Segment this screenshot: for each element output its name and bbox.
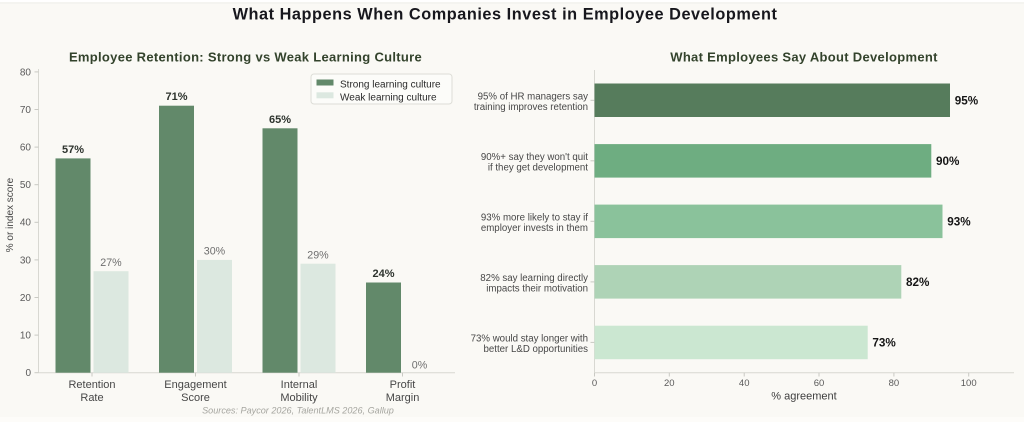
svg-text:73% would stay longer with: 73% would stay longer with bbox=[471, 333, 588, 344]
svg-text:0: 0 bbox=[25, 368, 31, 379]
svg-text:20: 20 bbox=[20, 293, 32, 304]
svg-text:employer invests in them: employer invests in them bbox=[481, 223, 588, 234]
svg-text:Margin: Margin bbox=[386, 392, 420, 404]
svg-text:Engagement: Engagement bbox=[164, 379, 226, 391]
svg-text:71%: 71% bbox=[165, 91, 187, 103]
svg-text:What Employees Say About Devel: What Employees Say About Development bbox=[670, 50, 938, 65]
svg-text:Mobility: Mobility bbox=[280, 392, 318, 404]
svg-text:20: 20 bbox=[664, 378, 675, 389]
svg-text:100: 100 bbox=[961, 378, 977, 389]
svg-text:82%: 82% bbox=[906, 276, 930, 289]
svg-text:57%: 57% bbox=[62, 144, 84, 156]
svg-text:% or index score: % or index score bbox=[5, 177, 16, 252]
svg-text:Strong learning culture: Strong learning culture bbox=[340, 80, 441, 91]
svg-text:Weak learning culture: Weak learning culture bbox=[340, 92, 437, 103]
svg-text:95% of HR managers say: 95% of HR managers say bbox=[478, 91, 589, 102]
svg-text:Score: Score bbox=[181, 392, 210, 404]
svg-text:93% more likely to stay if: 93% more likely to stay if bbox=[481, 212, 588, 223]
svg-text:Rate: Rate bbox=[80, 392, 103, 404]
svg-text:40: 40 bbox=[20, 218, 32, 229]
svg-text:0: 0 bbox=[592, 378, 597, 389]
svg-text:10: 10 bbox=[20, 331, 32, 342]
svg-text:if they get development: if they get development bbox=[488, 163, 588, 174]
svg-text:70: 70 bbox=[20, 105, 32, 116]
svg-text:73%: 73% bbox=[872, 336, 896, 349]
svg-text:80: 80 bbox=[20, 67, 32, 78]
svg-text:0%: 0% bbox=[412, 360, 428, 372]
svg-text:30%: 30% bbox=[204, 246, 226, 258]
svg-text:95%: 95% bbox=[955, 94, 979, 107]
svg-text:80: 80 bbox=[889, 378, 900, 389]
svg-text:60: 60 bbox=[20, 143, 32, 154]
svg-text:24%: 24% bbox=[372, 268, 394, 280]
svg-text:93%: 93% bbox=[947, 215, 971, 228]
svg-text:27%: 27% bbox=[100, 257, 122, 269]
svg-text:82% say learning directly: 82% say learning directly bbox=[480, 273, 588, 284]
svg-text:impacts their motivation: impacts their motivation bbox=[486, 284, 588, 295]
svg-text:Internal: Internal bbox=[281, 379, 318, 391]
svg-text:training improves retention: training improves retention bbox=[474, 102, 588, 113]
svg-text:60: 60 bbox=[814, 378, 825, 389]
svg-text:90%: 90% bbox=[936, 155, 960, 168]
svg-text:90%+ say they won't quit: 90%+ say they won't quit bbox=[481, 152, 588, 163]
svg-text:Retention: Retention bbox=[68, 379, 115, 391]
svg-text:30: 30 bbox=[20, 255, 32, 266]
svg-text:Sources: Paycor 2026, TalentLM: Sources: Paycor 2026, TalentLMS 2026, Ga… bbox=[202, 406, 394, 416]
svg-text:What Happens When Companies In: What Happens When Companies Invest in Em… bbox=[233, 6, 778, 24]
svg-text:% agreement: % agreement bbox=[771, 391, 836, 403]
svg-text:29%: 29% bbox=[307, 250, 329, 262]
svg-text:Profit: Profit bbox=[390, 379, 416, 391]
svg-text:better L&D opportunities: better L&D opportunities bbox=[484, 344, 589, 355]
svg-text:40: 40 bbox=[739, 378, 750, 389]
svg-text:50: 50 bbox=[20, 180, 32, 191]
svg-text:Employee Retention: Strong vs: Employee Retention: Strong vs Weak Learn… bbox=[69, 50, 422, 65]
svg-text:65%: 65% bbox=[269, 114, 291, 126]
